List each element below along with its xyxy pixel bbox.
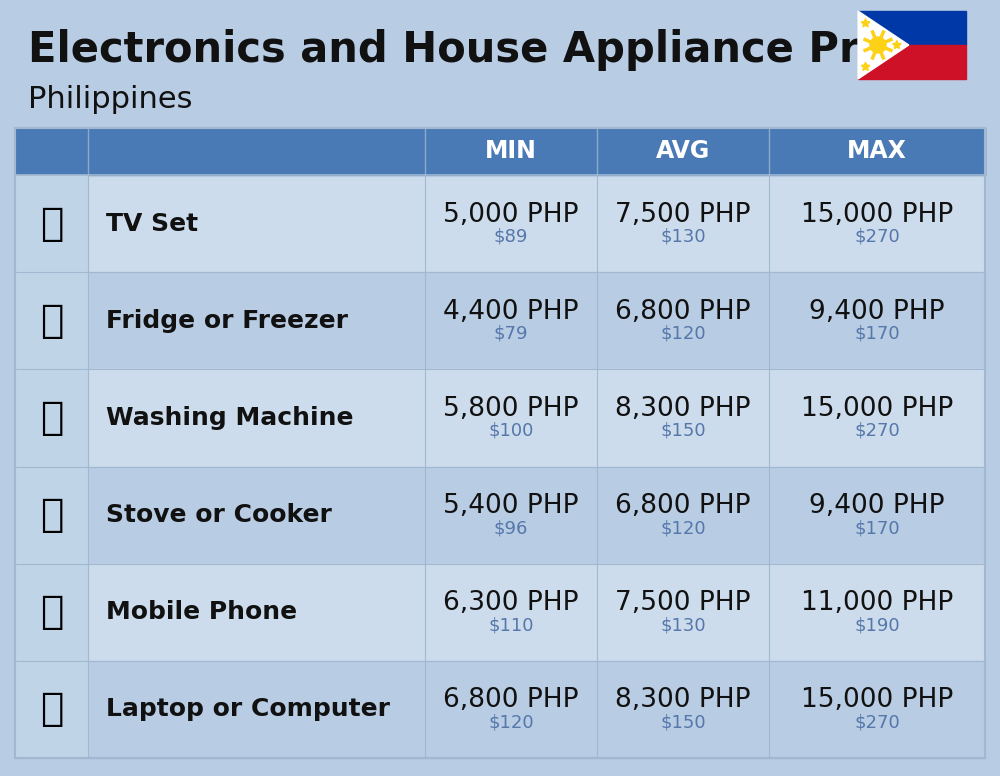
Bar bbox=[15, 466, 985, 563]
Text: 7,500 PHP: 7,500 PHP bbox=[615, 591, 751, 616]
Text: 6,800 PHP: 6,800 PHP bbox=[443, 688, 579, 713]
Polygon shape bbox=[893, 40, 901, 49]
Text: $120: $120 bbox=[488, 713, 534, 732]
Text: Electronics and House Appliance Prices: Electronics and House Appliance Prices bbox=[28, 29, 951, 71]
Text: $170: $170 bbox=[854, 324, 900, 343]
Bar bbox=[15, 272, 985, 369]
Bar bbox=[15, 369, 88, 466]
Text: 5,000 PHP: 5,000 PHP bbox=[443, 202, 579, 227]
Text: 8,300 PHP: 8,300 PHP bbox=[615, 688, 751, 713]
Text: 📱: 📱 bbox=[40, 593, 63, 631]
Bar bbox=[858, 11, 966, 45]
Text: $100: $100 bbox=[488, 422, 534, 440]
Text: $150: $150 bbox=[660, 713, 706, 732]
Text: Philippines: Philippines bbox=[28, 85, 192, 115]
Text: $130: $130 bbox=[660, 227, 706, 245]
Text: $150: $150 bbox=[660, 422, 706, 440]
Text: 📺: 📺 bbox=[40, 205, 63, 243]
Bar bbox=[15, 128, 985, 758]
Text: 8,300 PHP: 8,300 PHP bbox=[615, 396, 751, 422]
Text: 15,000 PHP: 15,000 PHP bbox=[801, 688, 953, 713]
Text: 4,400 PHP: 4,400 PHP bbox=[443, 299, 579, 324]
Text: 6,800 PHP: 6,800 PHP bbox=[615, 493, 751, 519]
Bar bbox=[15, 272, 88, 369]
Bar bbox=[15, 175, 88, 272]
Text: 9,400 PHP: 9,400 PHP bbox=[809, 299, 945, 324]
Bar bbox=[858, 11, 966, 79]
Text: 🔥: 🔥 bbox=[40, 496, 63, 534]
Text: 11,000 PHP: 11,000 PHP bbox=[801, 591, 953, 616]
Text: 6,300 PHP: 6,300 PHP bbox=[443, 591, 579, 616]
Bar bbox=[15, 369, 985, 466]
Text: 💻: 💻 bbox=[40, 691, 63, 729]
Text: $270: $270 bbox=[854, 227, 900, 245]
Bar bbox=[15, 661, 985, 758]
Text: 5,800 PHP: 5,800 PHP bbox=[443, 396, 579, 422]
Circle shape bbox=[870, 37, 886, 53]
Bar bbox=[15, 466, 88, 563]
Text: TV Set: TV Set bbox=[106, 212, 198, 236]
Text: $120: $120 bbox=[660, 519, 706, 537]
Text: $120: $120 bbox=[660, 324, 706, 343]
Text: $270: $270 bbox=[854, 422, 900, 440]
Text: MIN: MIN bbox=[485, 140, 537, 164]
Text: $89: $89 bbox=[494, 227, 528, 245]
Text: $110: $110 bbox=[488, 616, 534, 634]
Bar bbox=[15, 175, 985, 272]
Text: MAX: MAX bbox=[847, 140, 907, 164]
Bar bbox=[858, 45, 966, 79]
Text: Stove or Cooker: Stove or Cooker bbox=[106, 503, 332, 527]
Text: $270: $270 bbox=[854, 713, 900, 732]
Text: $170: $170 bbox=[854, 519, 900, 537]
Polygon shape bbox=[861, 19, 870, 27]
Bar bbox=[597, 128, 769, 175]
Text: $130: $130 bbox=[660, 616, 706, 634]
Bar bbox=[769, 128, 985, 175]
Text: 6,800 PHP: 6,800 PHP bbox=[615, 299, 751, 324]
Text: Fridge or Freezer: Fridge or Freezer bbox=[106, 309, 348, 333]
Bar bbox=[15, 128, 425, 175]
Text: 🌀: 🌀 bbox=[40, 399, 63, 437]
Text: 🧊: 🧊 bbox=[40, 302, 63, 340]
Text: 5,400 PHP: 5,400 PHP bbox=[443, 493, 579, 519]
Text: 9,400 PHP: 9,400 PHP bbox=[809, 493, 945, 519]
Bar bbox=[15, 563, 985, 661]
Text: Laptop or Computer: Laptop or Computer bbox=[106, 698, 390, 722]
Text: 15,000 PHP: 15,000 PHP bbox=[801, 396, 953, 422]
Bar bbox=[425, 128, 597, 175]
Bar bbox=[15, 563, 88, 661]
Text: 7,500 PHP: 7,500 PHP bbox=[615, 202, 751, 227]
Text: AVG: AVG bbox=[656, 140, 710, 164]
Bar bbox=[15, 661, 88, 758]
Text: Washing Machine: Washing Machine bbox=[106, 406, 354, 430]
Text: $79: $79 bbox=[494, 324, 528, 343]
Polygon shape bbox=[861, 62, 870, 71]
Text: Mobile Phone: Mobile Phone bbox=[106, 601, 297, 624]
Text: $190: $190 bbox=[854, 616, 900, 634]
Text: $96: $96 bbox=[494, 519, 528, 537]
Polygon shape bbox=[858, 11, 909, 79]
Text: 15,000 PHP: 15,000 PHP bbox=[801, 202, 953, 227]
